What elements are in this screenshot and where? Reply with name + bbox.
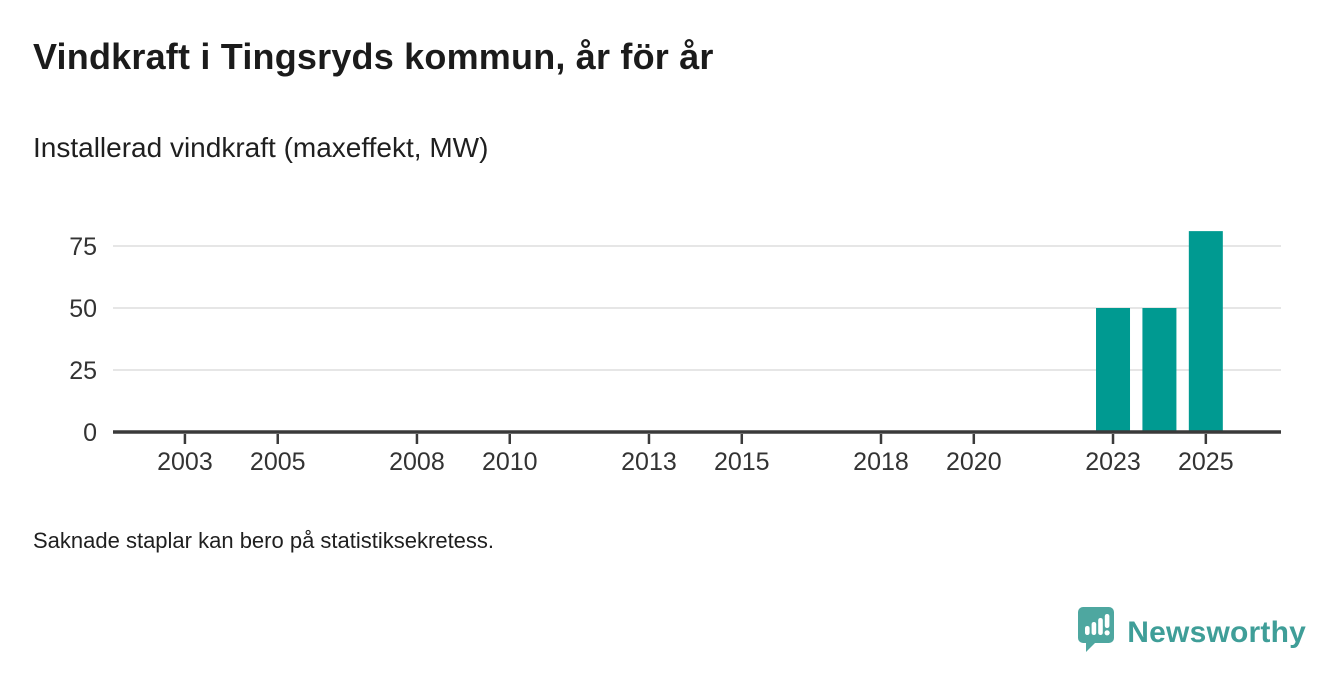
y-tick-label: 75 <box>69 233 97 261</box>
chart-subtitle: Installerad vindkraft (maxeffekt, MW) <box>33 132 489 163</box>
x-tick-label: 2003 <box>157 448 213 476</box>
x-tick-label: 2013 <box>621 448 677 476</box>
bar-2023 <box>1096 308 1131 432</box>
newsworthy-logo-icon <box>1077 606 1115 659</box>
x-tick-label: 2018 <box>853 448 909 476</box>
x-tick-label: 2015 <box>714 448 770 476</box>
x-tick-label: 2010 <box>482 448 538 476</box>
x-tick-label: 2023 <box>1085 448 1141 476</box>
x-tick-label: 2025 <box>1178 448 1234 476</box>
x-tick-label: 2020 <box>946 448 1002 476</box>
bar-2024 <box>1142 308 1177 432</box>
bar-2025 <box>1188 231 1223 432</box>
x-tick-label: 2008 <box>389 448 445 476</box>
y-tick-label: 50 <box>69 295 97 323</box>
chart-footnote: Saknade staplar kan bero på statistiksek… <box>33 528 495 553</box>
y-tick-label: 25 <box>69 357 97 385</box>
newsworthy-logo: Newsworthy <box>1077 606 1306 659</box>
x-tick-label: 2005 <box>250 448 306 476</box>
newsworthy-logo-text: Newsworthy <box>1127 615 1306 649</box>
page-title: Vindkraft i Tingsryds kommun, år för år <box>33 36 714 77</box>
y-tick-label: 0 <box>83 419 97 447</box>
